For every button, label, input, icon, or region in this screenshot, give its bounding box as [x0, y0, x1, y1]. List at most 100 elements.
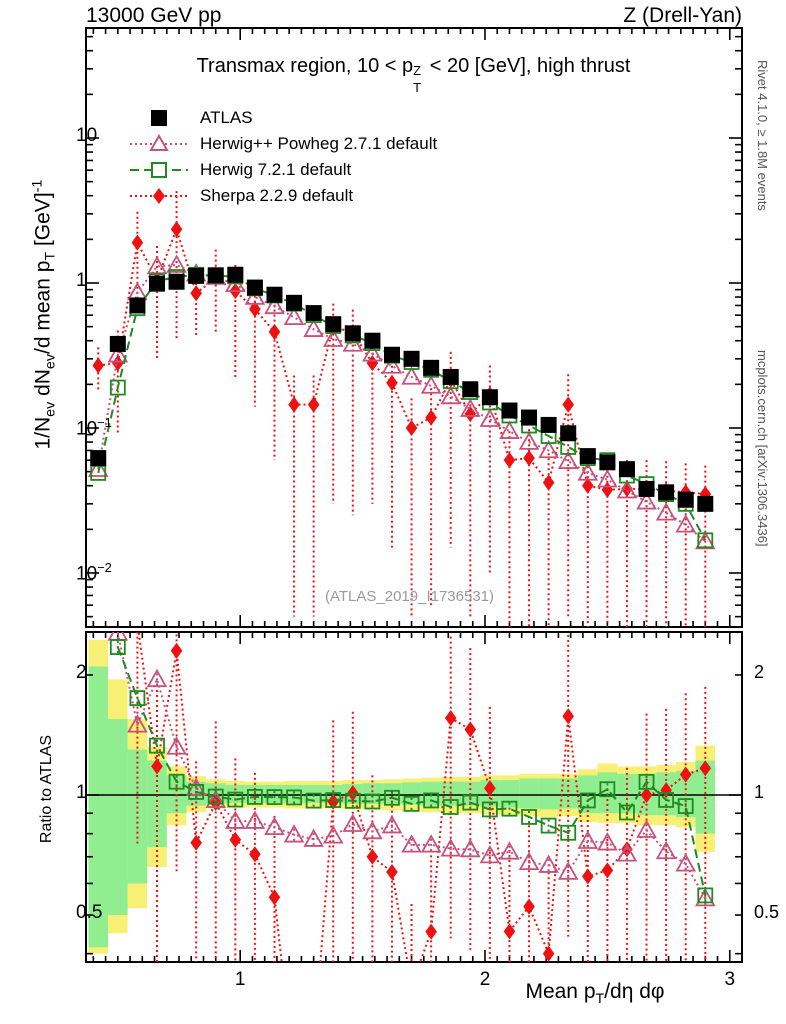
- data-point-marker: [577, 462, 599, 481]
- legend-item-0[interactable]: ATLAS: [128, 105, 437, 131]
- data-point-marker: [501, 402, 518, 419]
- data-point-marker: [383, 346, 400, 363]
- analysis-id-watermark: (ATLAS_2019_I1736531): [325, 588, 495, 605]
- inner-band-segment: [519, 778, 539, 809]
- process-label: Z (Drell-Yan): [623, 4, 742, 27]
- data-point-marker: [581, 868, 594, 885]
- data-point-marker: [166, 254, 187, 273]
- data-point-marker: [655, 840, 677, 860]
- data-point-marker: [540, 416, 557, 433]
- data-point-marker: [112, 355, 124, 372]
- data-point-marker: [462, 381, 479, 398]
- data-point-marker: [129, 297, 146, 314]
- legend-swatch-diamond-filled: [130, 188, 188, 204]
- legend-label: Sherpa 2.2.9 default: [200, 186, 354, 205]
- data-point-marker: [597, 832, 618, 851]
- data-point-marker: [479, 844, 501, 864]
- data-point-marker: [364, 793, 381, 810]
- data-point-marker: [655, 502, 677, 521]
- data-point-marker: [381, 815, 403, 834]
- data-point-marker: [503, 923, 516, 940]
- data-point-marker: [464, 721, 477, 738]
- data-point-marker: [460, 398, 481, 417]
- legend: ATLAS Herwig++ Powheg 2.7.1 default Herwig…: [128, 105, 437, 209]
- data-point-marker: [460, 838, 481, 858]
- data-point-marker: [621, 480, 633, 497]
- data-point-marker: [92, 357, 105, 374]
- data-point-marker: [168, 273, 185, 290]
- inner-band-segment: [147, 760, 167, 848]
- legend-label: Herwig++ Powheg 2.7.1 default: [200, 134, 438, 153]
- data-point-marker: [658, 792, 675, 808]
- data-point-marker: [322, 328, 344, 347]
- data-point-marker: [327, 793, 340, 810]
- data-point-marker: [325, 316, 342, 333]
- data-point-marker: [283, 824, 305, 843]
- data-point-marker: [246, 279, 263, 296]
- legend-marker: [153, 188, 165, 204]
- data-point-marker: [366, 355, 379, 372]
- data-point-marker: [557, 450, 579, 469]
- data-point-marker: [249, 846, 261, 863]
- data-point-marker: [560, 824, 577, 841]
- data-point-marker: [188, 784, 205, 800]
- data-point-marker: [521, 409, 538, 426]
- data-point-marker: [677, 798, 694, 814]
- inner-band-segment: [401, 782, 422, 805]
- data-point-marker: [168, 773, 185, 790]
- series-herwig7-ratio: [109, 639, 714, 904]
- data-point-marker: [207, 788, 224, 805]
- data-point-marker: [227, 791, 244, 808]
- data-point-marker: [538, 439, 559, 459]
- data-point-marker: [405, 419, 418, 437]
- data-point-marker: [420, 834, 442, 853]
- data-point-marker: [484, 780, 496, 797]
- data-point-marker: [523, 450, 535, 467]
- legend-item-3[interactable]: Sherpa 2.2.9 default: [128, 183, 437, 209]
- legend-label: ATLAS: [200, 108, 253, 127]
- data-point-marker: [542, 474, 555, 491]
- data-point-marker: [185, 777, 207, 796]
- data-point-marker: [322, 825, 344, 844]
- legend-item-2[interactable]: Herwig 7.2.1 default: [128, 157, 437, 183]
- data-point-marker: [481, 801, 498, 818]
- data-point-marker: [266, 286, 283, 303]
- data-point-marker: [148, 275, 165, 292]
- data-point-marker: [264, 295, 285, 315]
- data-point-marker: [305, 792, 322, 809]
- data-point-marker: [288, 396, 300, 413]
- data-point-marker: [249, 301, 261, 318]
- legend-swatch-square-open: [130, 162, 188, 178]
- data-point-marker: [146, 668, 168, 688]
- legend-item-1[interactable]: Herwig++ Powheg 2.7.1 default: [128, 131, 437, 157]
- data-point-marker: [207, 267, 224, 284]
- data-point-marker: [403, 795, 420, 812]
- data-point-marker: [518, 851, 540, 871]
- data-point-marker: [521, 809, 537, 825]
- data-point-marker: [425, 923, 437, 940]
- data-point-marker: [562, 396, 575, 413]
- data-point-marker: [188, 267, 205, 284]
- data-point-marker: [697, 887, 714, 904]
- data-point-marker: [601, 862, 614, 879]
- data-point-marker: [697, 495, 714, 512]
- data-point-marker: [381, 355, 403, 374]
- data-point-marker: [129, 690, 146, 707]
- data-point-marker: [366, 848, 379, 865]
- data-point-marker: [131, 234, 144, 251]
- data-point-marker: [286, 789, 302, 806]
- data-point-marker: [307, 396, 320, 413]
- data-point-marker: [342, 813, 364, 832]
- data-point-marker: [636, 491, 657, 510]
- data-point-marker: [481, 389, 498, 406]
- data-point-marker: [501, 800, 518, 817]
- series-atlas-main: [90, 266, 714, 512]
- data-point-marker: [362, 343, 383, 362]
- data-point-marker: [225, 810, 246, 829]
- data-point-marker: [560, 425, 577, 442]
- data-point-marker: [425, 409, 437, 426]
- data-point-marker: [423, 792, 440, 809]
- data-point-marker: [638, 773, 655, 790]
- data-point-marker: [170, 642, 183, 659]
